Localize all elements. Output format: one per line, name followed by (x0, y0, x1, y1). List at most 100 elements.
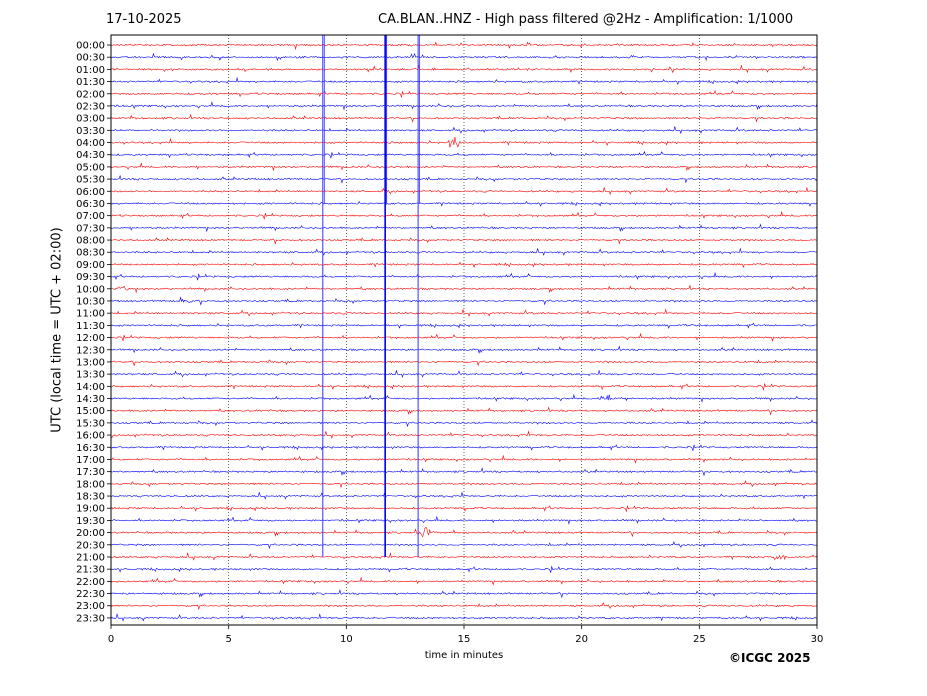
y-tick-label-2130: 21:30 (76, 565, 105, 576)
y-tick-label-0830: 08:30 (76, 248, 105, 259)
grid-layer (228, 35, 700, 625)
y-tick-label-1930: 19:30 (76, 516, 105, 527)
trace-1330 (110, 369, 818, 378)
x-tick-label-20: 20 (575, 634, 588, 645)
y-tick-label-1730: 17:30 (76, 467, 105, 478)
chart-title: CA.BLAN..HNZ - High pass filtered @2Hz -… (378, 12, 794, 27)
trace-1000 (110, 284, 818, 294)
trace-2300 (110, 602, 818, 611)
trace-0130 (110, 76, 818, 86)
y-tick-label-1630: 16:30 (76, 443, 105, 454)
y-tick-label-1600: 16:00 (76, 431, 105, 442)
trace-0030 (110, 52, 818, 62)
trace-0530 (110, 174, 818, 184)
y-tick-label-1130: 11:30 (76, 321, 105, 332)
x-tick-label-0: 0 (108, 634, 114, 645)
trace-1300 (110, 359, 818, 367)
y-tick-label-0400: 04:00 (76, 138, 105, 149)
trace-2000 (110, 527, 818, 538)
y-tick-label-0630: 06:30 (76, 199, 105, 210)
y-tick-label-1230: 12:30 (76, 345, 105, 356)
trace-0700 (110, 210, 818, 220)
y-tick-label-1830: 18:30 (76, 492, 105, 503)
trace-0500 (110, 162, 817, 172)
y-tick-label-0030: 00:30 (76, 53, 105, 64)
y-tick-label-0330: 03:30 (76, 126, 105, 137)
y-tick-label-0900: 09:00 (76, 260, 105, 271)
trace-1200 (110, 332, 817, 343)
trace-2030 (110, 541, 818, 550)
trace-0630 (110, 200, 818, 207)
trace-0100 (110, 64, 818, 74)
trace-1600 (110, 430, 818, 439)
trace-2100 (110, 552, 818, 561)
trace-2130 (110, 565, 818, 573)
trace-1030 (110, 296, 818, 306)
y-tick-label-2200: 22:00 (76, 577, 105, 588)
trace-0430 (110, 150, 817, 159)
y-tick-label-1000: 10:00 (76, 284, 105, 295)
y-tick-label-0700: 07:00 (76, 211, 105, 222)
y-tick-label-2100: 21:00 (76, 552, 105, 563)
y-tick-label-0200: 02:00 (76, 89, 105, 100)
y-tick-label-0600: 06:00 (76, 187, 105, 198)
x-tick-label-5: 5 (225, 634, 231, 645)
x-tick-label-10: 10 (340, 634, 353, 645)
x-axis-label: time in minutes (424, 650, 504, 661)
y-tick-label-1500: 15:00 (76, 406, 105, 417)
trace-0300 (110, 113, 818, 123)
trace-1830 (110, 491, 818, 500)
y-tick-label-1800: 18:00 (76, 479, 105, 490)
y-tick-label-2030: 20:30 (76, 540, 105, 551)
y-tick-label-2330: 23:30 (76, 613, 105, 624)
trace-1800 (110, 480, 818, 489)
trace-0000 (110, 41, 818, 51)
trace-1530 (110, 419, 818, 428)
trace-1130 (110, 322, 818, 329)
trace-1430 (110, 393, 818, 403)
trace-1900 (110, 505, 818, 512)
spike-layer (322, 35, 421, 557)
trace-2330 (110, 612, 818, 622)
y-tick-label-2230: 22:30 (76, 589, 105, 600)
y-tick-label-0300: 03:00 (76, 114, 105, 125)
trace-2200 (110, 576, 818, 586)
y-tick-label-0230: 02:30 (76, 101, 105, 112)
trace-0200 (110, 89, 818, 98)
copyright-label: ©ICGC 2025 (729, 651, 811, 665)
trace-1230 (110, 345, 818, 354)
y-tick-label-0530: 05:30 (76, 175, 105, 186)
y-tick-label-0130: 01:30 (76, 77, 105, 88)
y-tick-label-0000: 00:00 (76, 41, 105, 52)
trace-1630 (110, 444, 818, 451)
y-tick-label-1100: 11:00 (76, 309, 105, 320)
y-tick-label-1400: 14:00 (76, 382, 105, 393)
x-tick-label-15: 15 (458, 634, 471, 645)
trace-1930 (110, 515, 818, 525)
trace-2230 (110, 589, 818, 599)
trace-0330 (110, 126, 817, 134)
trace-1400 (110, 382, 818, 391)
trace-1730 (110, 467, 818, 477)
date-label: 17-10-2025 (106, 12, 182, 27)
y-tick-label-2000: 20:00 (76, 528, 105, 539)
y-tick-label-1530: 15:30 (76, 418, 105, 429)
trace-1500 (110, 406, 818, 416)
y-tick-label-0100: 01:00 (76, 65, 105, 76)
trace-layer (110, 41, 818, 622)
y-tick-label-2300: 23:00 (76, 601, 105, 612)
y-tick-label-1330: 13:30 (76, 370, 105, 381)
y-tick-label-1200: 12:00 (76, 333, 105, 344)
y-tick-label-1430: 14:30 (76, 394, 105, 405)
y-tick-label-0800: 08:00 (76, 236, 105, 247)
x-tick-label-25: 25 (693, 634, 706, 645)
trace-0930 (110, 271, 818, 281)
y-tick-label-1900: 19:00 (76, 504, 105, 515)
trace-0400 (110, 136, 818, 148)
y-tick-label-0930: 09:30 (76, 272, 105, 283)
y-tick-label-0730: 07:30 (76, 223, 105, 234)
trace-0730 (110, 223, 818, 233)
trace-1700 (111, 454, 818, 464)
